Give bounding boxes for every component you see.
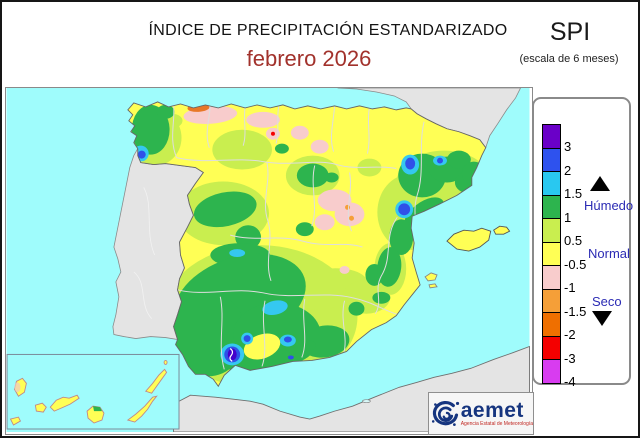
legend-tick-label: -2 <box>564 327 576 343</box>
aemet-logo-text: aemet <box>460 399 524 422</box>
aemet-spiral-icon <box>431 400 460 426</box>
legend-humid-label: Húmedo <box>584 198 634 213</box>
legend-dry-label: Seco <box>592 294 622 309</box>
legend-tick-label: 1.5 <box>564 186 583 202</box>
scale-note: (escala de 6 meses) <box>519 53 619 65</box>
spi-patches <box>129 101 486 387</box>
legend-color-cell <box>543 266 560 290</box>
legend-tick-label: -1 <box>564 280 576 296</box>
spain-coastline <box>127 101 487 388</box>
legend-color-cell <box>543 125 560 149</box>
legend-box: 3 2 1.5 1 0.5 -0.5 -1 -1.5 -2 -3 -4 Húmedo Normal … <box>532 97 634 389</box>
map-month-label: febrero 2026 <box>246 46 372 71</box>
legend-color-cell <box>543 148 560 173</box>
balearic-islands <box>424 225 511 289</box>
canary-islands-inset <box>6 353 180 430</box>
legend-tick-label: -1.5 <box>564 303 587 319</box>
index-abbreviation: SPI <box>549 18 591 46</box>
legend-color-cell <box>543 195 560 220</box>
legend-color-cell <box>543 313 560 337</box>
iberia-spi-map <box>6 87 530 433</box>
legend-color-cell <box>543 172 560 196</box>
page-title: ÍNDICE DE PRECIPITACIÓN ESTANDARIZADO <box>148 22 508 39</box>
aemet-logo: aemet Agencia Estatal de Meteorología <box>428 392 534 435</box>
legend-tick-label: 3 <box>564 139 572 155</box>
legend-tick-label: 2 <box>564 162 572 178</box>
alboran-islet <box>362 399 371 404</box>
legend-color-cell <box>543 289 560 314</box>
legend-tick-label: 0.5 <box>564 233 583 249</box>
dry-down-triangle-icon <box>592 311 612 326</box>
legend-tick-label: -3 <box>564 350 576 366</box>
portugal-district-lines <box>133 187 156 319</box>
legend-tick-label: -0.5 <box>564 256 587 272</box>
humid-up-triangle-icon <box>590 176 610 191</box>
legend-color-cell <box>543 242 560 267</box>
legend-normal-label: Normal <box>588 246 630 261</box>
legend-tick-label: 1 <box>564 209 572 225</box>
legend-color-cell <box>543 336 560 361</box>
province-boundaries <box>172 103 425 370</box>
legend-colorbar <box>542 124 561 384</box>
legend-color-cell <box>543 219 560 243</box>
legend-color-cell <box>543 360 560 384</box>
map-canvas <box>5 87 533 435</box>
aemet-logo-subtitle: Agencia Estatal de Meteorología <box>460 421 533 427</box>
legend-tick-label: -4 <box>564 373 576 389</box>
